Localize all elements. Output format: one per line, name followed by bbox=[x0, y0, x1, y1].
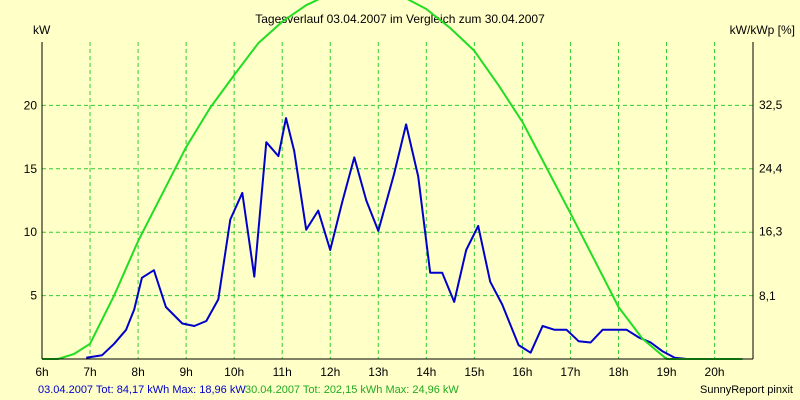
x-tick-label: 19h bbox=[657, 365, 677, 379]
right-axis-label: kW/kWp [%] bbox=[730, 23, 795, 37]
x-tick-label: 18h bbox=[608, 365, 628, 379]
right-tick-label: 32,5 bbox=[759, 98, 783, 112]
left-tick-labels: 5 10 15 20 bbox=[24, 98, 38, 302]
footer-brand: SunnyReport pinxit bbox=[700, 384, 793, 396]
x-tick-label: 6h bbox=[35, 365, 48, 379]
right-tick-labels: 8,1 16,3 24,4 32,5 bbox=[759, 98, 783, 303]
x-tick-label: 16h bbox=[512, 365, 532, 379]
x-tick-label: 9h bbox=[179, 365, 192, 379]
left-tick-label: 5 bbox=[30, 289, 37, 303]
x-tick-label: 17h bbox=[560, 365, 580, 379]
series-line-2 bbox=[42, 0, 743, 360]
left-tick-label: 10 bbox=[24, 225, 38, 239]
x-tick-label: 15h bbox=[464, 365, 484, 379]
legend-series-2: 30.04.2007 Tot: 202,15 kWh Max: 24,96 kW bbox=[245, 384, 459, 396]
left-tick-label: 15 bbox=[24, 162, 38, 176]
right-tick-label: 16,3 bbox=[759, 225, 783, 239]
legend-series-1: 03.04.2007 Tot: 84,17 kWh Max: 18,96 kW bbox=[38, 384, 246, 396]
series-lines bbox=[42, 0, 743, 360]
grid-lines bbox=[42, 42, 753, 359]
x-tick-label: 20h bbox=[705, 365, 725, 379]
x-tick-label: 12h bbox=[320, 365, 340, 379]
x-tick-label: 7h bbox=[83, 365, 96, 379]
axes bbox=[41, 42, 754, 360]
x-tick-label: 11h bbox=[273, 365, 292, 379]
right-tick-label: 24,4 bbox=[759, 161, 783, 175]
series-line-1 bbox=[86, 117, 743, 360]
x-tick-label: 14h bbox=[416, 365, 436, 379]
left-axis-label: kW bbox=[33, 23, 51, 37]
chart-title: Tagesverlauf 03.04.2007 im Vergleich zum… bbox=[255, 12, 545, 26]
x-tick-label: 13h bbox=[368, 365, 388, 379]
left-tick-label: 20 bbox=[24, 98, 38, 112]
x-tick-labels: 6h 7h 8h 9h 10h 11h 12h 13h 14h 15h 16h 17h 18h 19h 20… bbox=[35, 365, 724, 379]
right-tick-label: 8,1 bbox=[759, 289, 776, 303]
x-tick-label: 8h bbox=[131, 365, 144, 379]
x-tick-label: 10h bbox=[224, 365, 244, 379]
